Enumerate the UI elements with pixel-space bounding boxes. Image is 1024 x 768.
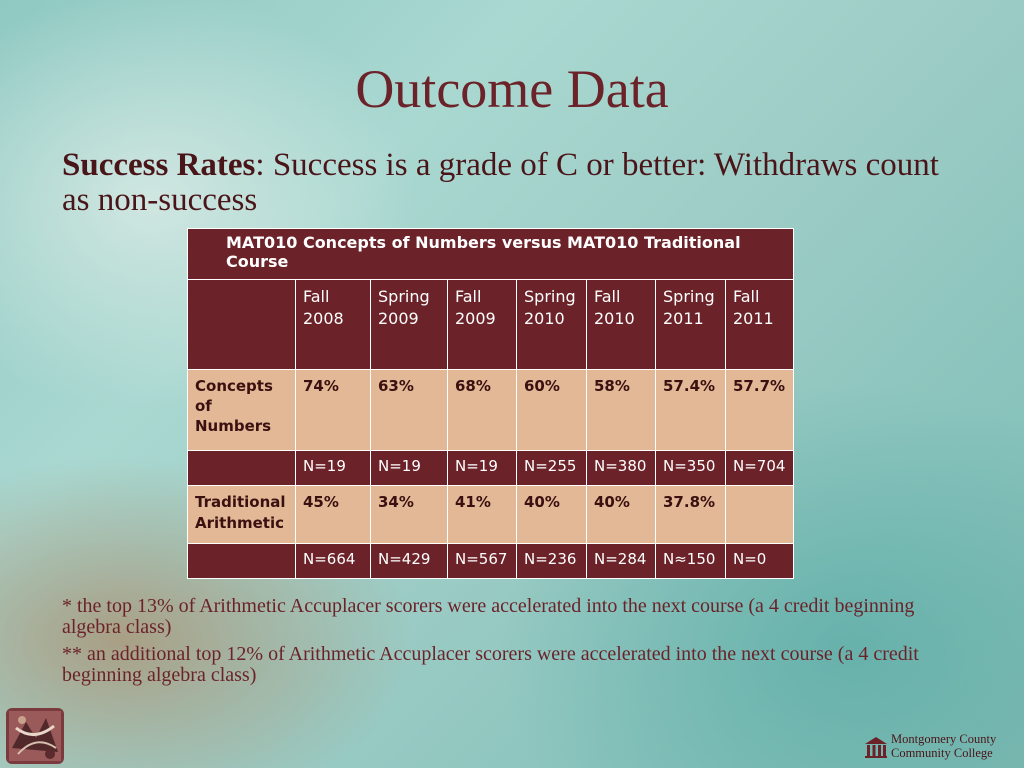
term-header: Spring 2011 <box>655 279 726 370</box>
rate-cell: 34% <box>370 485 448 544</box>
row-label: Traditional Arithmetic <box>187 485 296 544</box>
n-cell: N=380 <box>586 450 656 486</box>
rate-cell: 60% <box>516 369 587 451</box>
n-cell: N=664 <box>295 543 371 579</box>
term-header: Fall 2009 <box>447 279 517 370</box>
rate-cell: 37.8% <box>655 485 726 544</box>
concepts-n-row: N=19 N=19 N=19 N=255 N=380 N=350 N=704 <box>187 450 794 486</box>
n-cell: N=19 <box>295 450 371 486</box>
table-caption: MAT010 Concepts of Numbers versus MAT010… <box>187 228 794 280</box>
traditional-n-row: N=664 N=429 N=567 N=236 N=284 N≈150 N=0 <box>187 543 794 579</box>
n-cell: N=0 <box>725 543 794 579</box>
rate-cell: 68% <box>447 369 517 451</box>
slide-subtitle: Success Rates: Success is a grade of C o… <box>62 148 962 218</box>
college-name: Montgomery County Community College <box>891 732 997 760</box>
rate-cell: 40% <box>516 485 587 544</box>
rate-cell: 57.4% <box>655 369 726 451</box>
subtitle-bold: Success Rates <box>62 147 256 183</box>
n-cell: N=350 <box>655 450 726 486</box>
rate-cell: 40% <box>586 485 656 544</box>
rate-cell <box>725 485 794 544</box>
rate-cell: 58% <box>586 369 656 451</box>
n-cell: N≈150 <box>655 543 726 579</box>
table-header-row: Fall 2008 Spring 2009 Fall 2009 Spring 2010 … <box>187 279 794 370</box>
concepts-rate-row: Concepts of Numbers 74% 63% 68% 60% 58% 5… <box>187 369 794 451</box>
n-cell: N=429 <box>370 543 448 579</box>
term-header: Spring 2010 <box>516 279 587 370</box>
n-cell: N=704 <box>725 450 794 486</box>
n-cell: N=236 <box>516 543 587 579</box>
rate-cell: 74% <box>295 369 371 451</box>
term-header: Fall 2008 <box>295 279 371 370</box>
rate-cell: 45% <box>295 485 371 544</box>
rate-cell: 63% <box>370 369 448 451</box>
rate-cell: 57.7% <box>725 369 794 451</box>
subtitle-rest: : Success is a grade of C or better: Wit… <box>62 147 939 218</box>
n-cell: N=19 <box>370 450 448 486</box>
term-header: Fall 2010 <box>586 279 656 370</box>
college-logo: Montgomery County Community College <box>863 732 1023 764</box>
slide-title: Outcome Data <box>355 59 669 119</box>
n-cell: N=567 <box>447 543 517 579</box>
n-cell: N=19 <box>447 450 517 486</box>
n-cell: N=255 <box>516 450 587 486</box>
empty-cell <box>187 450 296 486</box>
college-building-icon <box>865 737 887 758</box>
rate-cell: 41% <box>447 485 517 544</box>
outcome-table: MAT010 Concepts of Numbers versus MAT010… <box>187 228 794 579</box>
header-empty-cell <box>187 279 296 370</box>
footnote-1: * the top 13% of Arithmetic Accuplacer s… <box>62 595 915 638</box>
n-cell: N=284 <box>586 543 656 579</box>
row-label: Concepts of Numbers <box>187 369 296 451</box>
empty-cell <box>187 543 296 579</box>
footnote-2: ** an additional top 12% of Arithmetic A… <box>62 643 919 686</box>
traditional-rate-row: Traditional Arithmetic 45% 34% 41% 40% 40… <box>187 485 794 544</box>
term-header: Fall 2011 <box>725 279 794 370</box>
term-header: Spring 2009 <box>370 279 448 370</box>
decorative-logo-icon <box>6 708 64 764</box>
